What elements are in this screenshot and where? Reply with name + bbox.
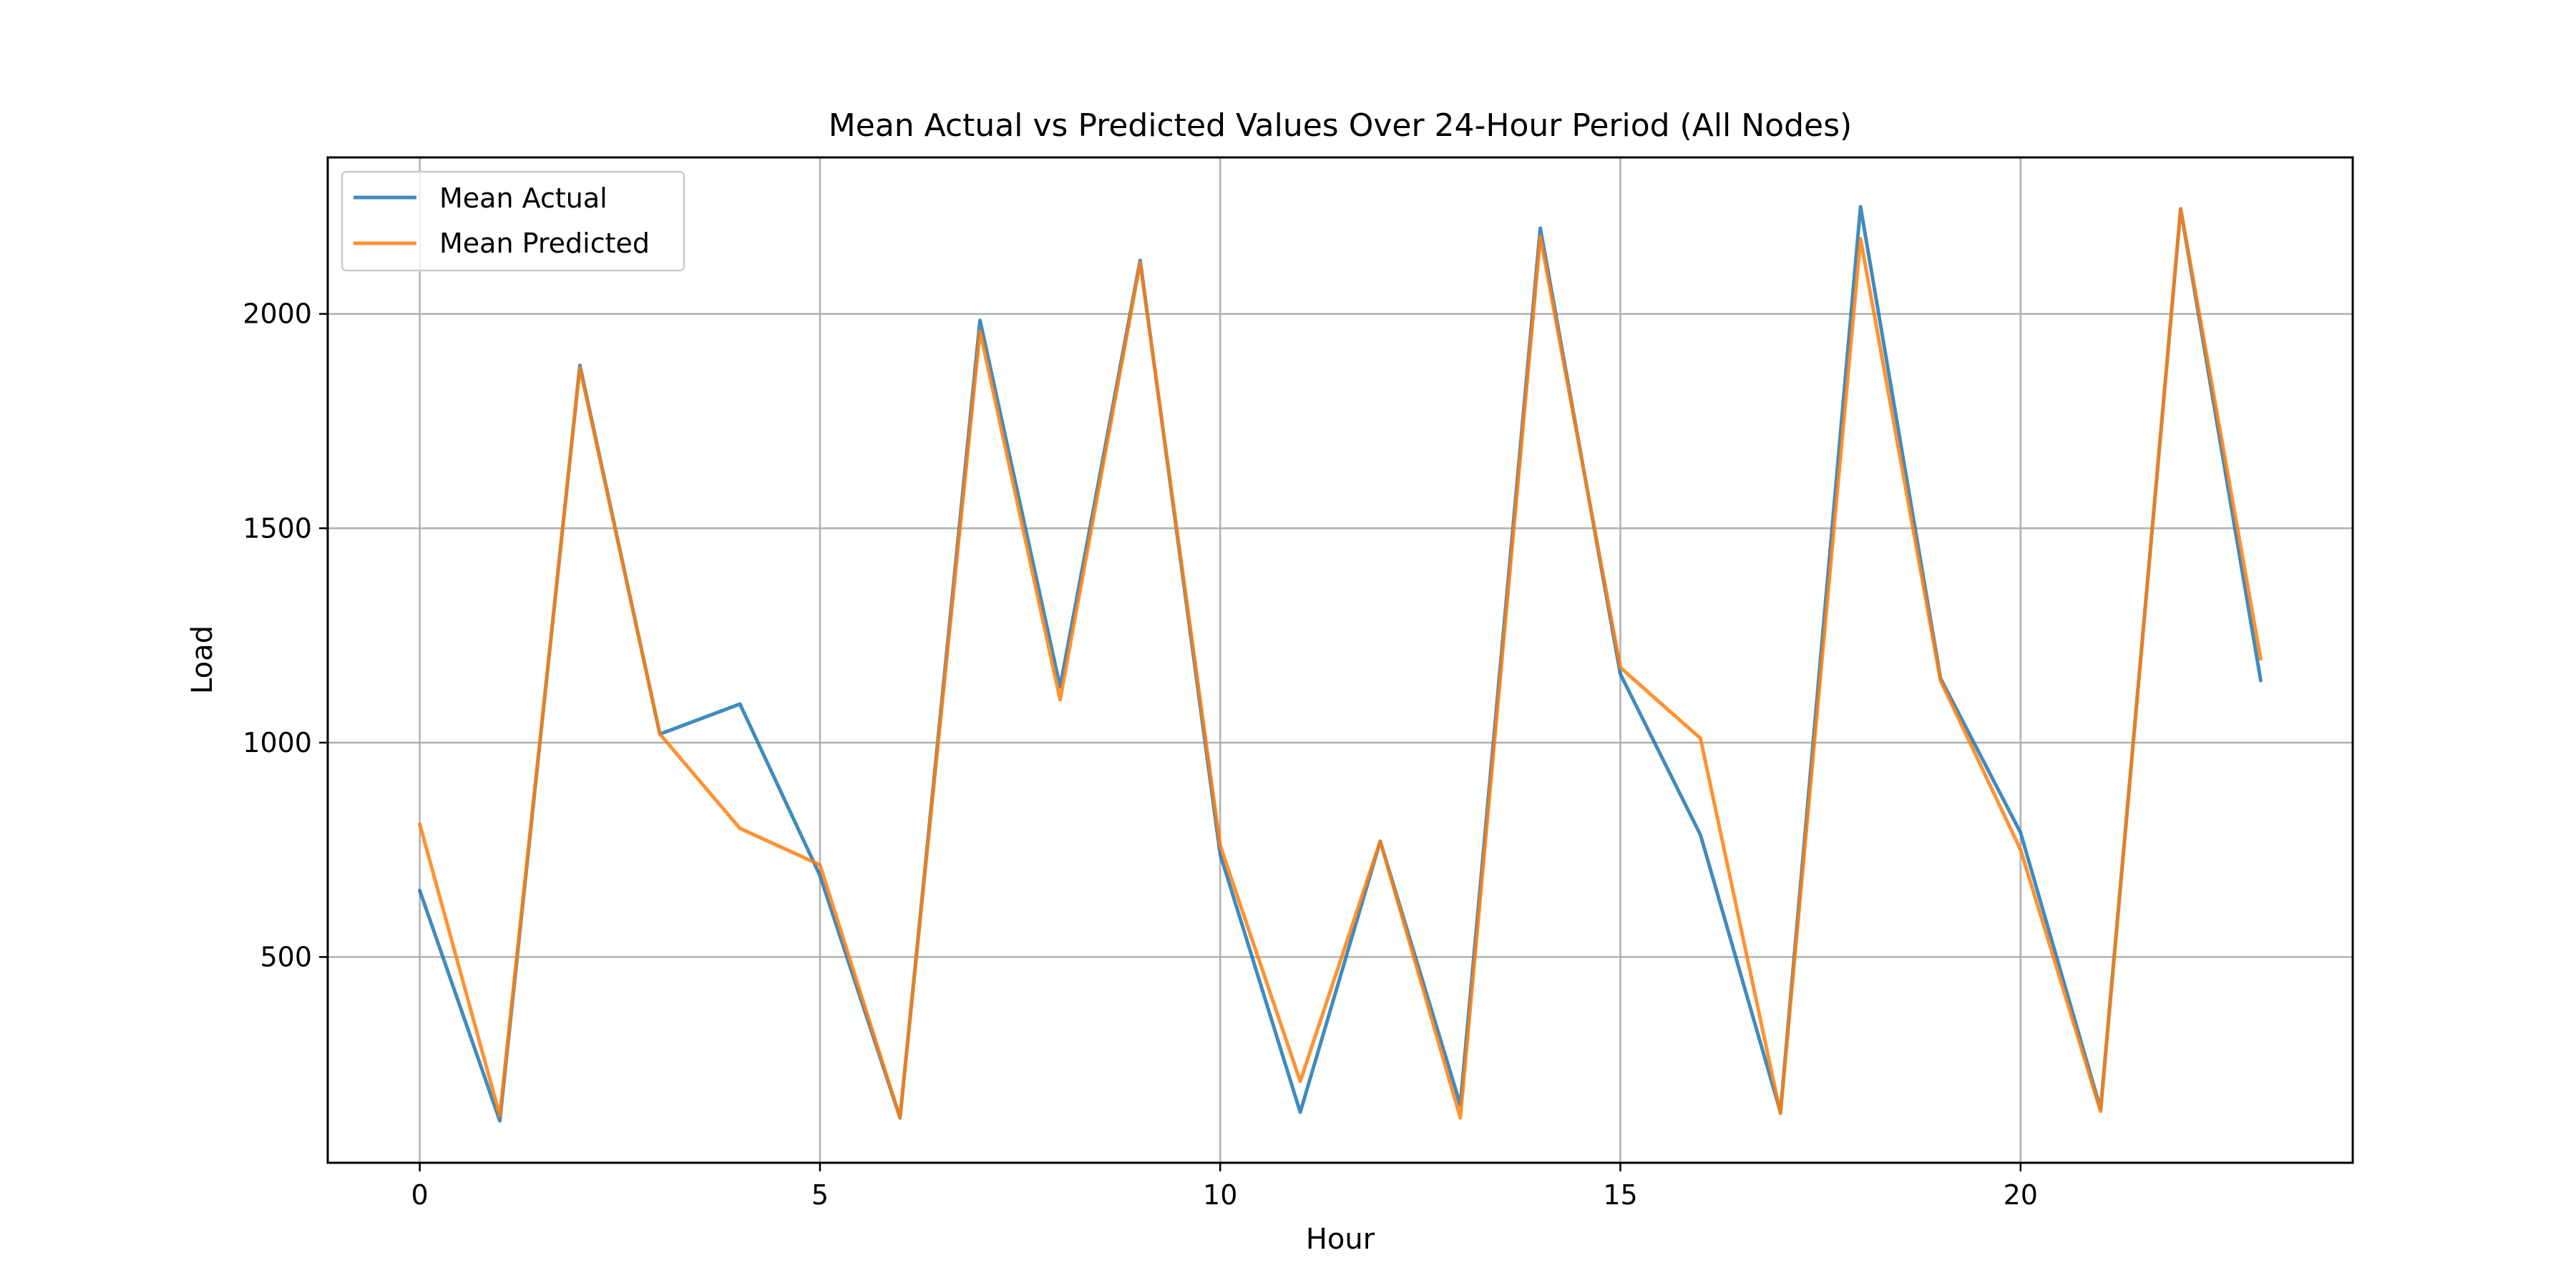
series-line-mean-actual: [418, 205, 2263, 1123]
legend-box: [341, 170, 686, 272]
x-tick-label: 15: [1603, 1179, 1637, 1211]
series-layer: [418, 205, 2263, 1123]
y-tick-label: 1500: [243, 512, 312, 544]
x-tick-label: 20: [2004, 1179, 2038, 1211]
y-tick-label: 1000: [243, 727, 312, 758]
tick-layer: 0 5 10 15 20 500 1000 1500 2000: [243, 298, 2038, 1211]
plot-frame: [326, 156, 2354, 1164]
x-tick-label: 5: [811, 1179, 829, 1211]
y-tick-label: 500: [260, 941, 312, 972]
grid-layer: [328, 157, 2353, 1163]
series-line-mean-predicted: [418, 207, 2263, 1120]
chart-title: Mean Actual vs Predicted Values Over 24-…: [829, 107, 1852, 144]
x-axis-label: Hour: [1306, 1223, 1375, 1256]
x-tick-label: 10: [1203, 1179, 1237, 1211]
y-tick-label: 2000: [243, 298, 312, 330]
legend-label-mean-actual: Mean Actual: [439, 182, 608, 214]
x-tick-label: 0: [411, 1179, 429, 1211]
y-axis-label: Load: [186, 625, 219, 694]
legend: Mean Actual Mean Predicted: [341, 170, 686, 272]
legend-label-mean-predicted: Mean Predicted: [439, 228, 650, 259]
